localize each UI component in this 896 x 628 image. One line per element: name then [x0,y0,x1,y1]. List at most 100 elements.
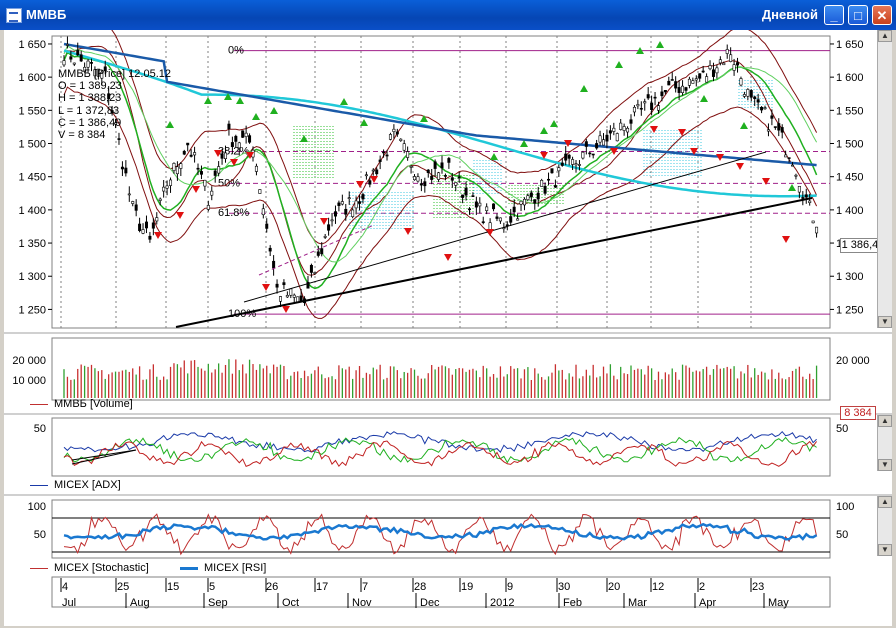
candle-body [698,73,702,79]
ohlc-low: L = 1 372,83 [58,104,120,117]
day-label: 26 [266,581,278,593]
down-arrow-icon [370,176,378,183]
up-arrow-icon [420,115,428,122]
day-label: 25 [117,581,129,593]
volume-tick-left: 10 000 [12,375,46,387]
up-arrow-icon [788,184,796,191]
up-arrow-icon [540,127,548,134]
candle-body [516,218,520,221]
candle-body [742,94,746,97]
candle-body [316,251,320,256]
candle-body [406,151,410,158]
candle-body [732,64,736,71]
month-label: Dec [420,597,440,609]
candle-body [787,157,791,159]
candle-body [543,185,547,194]
candle-body [653,96,657,99]
candle-body [632,106,636,113]
candle-body [471,195,475,197]
up-arrow-icon [300,135,308,142]
candle-body [801,197,805,199]
fib-level-label: 0% [228,45,244,57]
candle-body [663,89,667,93]
scroll-up-icon[interactable]: ▲ [878,30,892,42]
month-label: Sep [208,597,228,609]
close-button[interactable]: ✕ [872,5,892,25]
price-tick-left: 1 550 [18,105,46,117]
candle-body [629,119,633,124]
envelope-line [63,45,818,276]
candle-body [134,204,138,211]
candle-body [323,236,327,238]
down-arrow-icon [650,126,658,133]
candle-body [275,283,279,288]
candle-body [557,167,561,172]
window-title: ММВБ [26,7,67,22]
osc-panel [51,499,831,559]
down-arrow-icon [176,212,184,219]
down-arrow-icon [246,152,254,159]
adx-scroll-up-icon[interactable]: ▲ [878,415,892,427]
candle-body [718,59,722,64]
adx-scrollbar[interactable]: ▲ ▼ [877,415,892,471]
candle-body [701,70,705,73]
candle-body [639,107,643,110]
candle-body [746,89,750,97]
candle-body [423,181,427,187]
candle-body [230,142,234,147]
candle-body [217,166,221,174]
down-arrow-icon [262,284,270,291]
candle-body [220,153,224,159]
candle-body [96,68,100,77]
candle-body [162,186,166,192]
candle-body [402,143,406,151]
price-tick-left: 1 400 [18,205,46,217]
ma-light-green-line [63,45,818,263]
day-label: 9 [507,581,513,593]
candle-body [681,85,685,93]
candle-body [780,127,784,133]
support-trendline [175,197,813,328]
osc-scrollbar[interactable]: ▲ ▼ [877,496,892,556]
candle-body [392,128,396,132]
di-plus-line [63,436,817,464]
osc-scroll-down-icon[interactable]: ▼ [878,544,892,556]
candle-body [722,62,726,66]
maximize-button[interactable]: □ [848,5,868,25]
adx-panel [51,417,831,477]
minimize-button[interactable]: _ [824,5,844,25]
price-tick-left: 1 650 [18,39,46,51]
candle-body [667,80,671,86]
down-arrow-icon [154,232,162,239]
price-scrollbar[interactable]: ▲ ▼ [877,30,892,328]
candle-body [763,107,767,110]
candle-body [430,175,434,180]
adx-scroll-down-icon[interactable]: ▼ [878,459,892,471]
candle-body [227,123,231,130]
candle-body [808,200,812,203]
fib-level-label: 61.8% [218,207,249,219]
trendline [243,151,767,303]
month-label: 2012 [490,597,514,609]
time-axis-panel [51,576,831,608]
scroll-down-icon[interactable]: ▼ [878,316,892,328]
up-arrow-icon [740,122,748,129]
candle-body [581,151,585,159]
osc-tick-right: 50 [836,529,848,541]
price-tick-left: 1 300 [18,271,46,283]
candle-body [739,78,743,86]
osc-scroll-up-icon[interactable]: ▲ [878,496,892,508]
candle-body [278,296,282,302]
up-arrow-icon [550,120,558,127]
price-tick-right: 1 650 [836,39,864,51]
ohlc-high: H = 1 388,23 [58,92,122,105]
price-tick-left: 1 500 [18,139,46,151]
candle-body [333,211,337,217]
candle-body [69,56,73,60]
candle-body [199,171,203,175]
candle-body [588,152,592,155]
candle-body [254,165,258,172]
last-volume-label: 8 384 [840,406,876,420]
candle-body [347,197,351,200]
